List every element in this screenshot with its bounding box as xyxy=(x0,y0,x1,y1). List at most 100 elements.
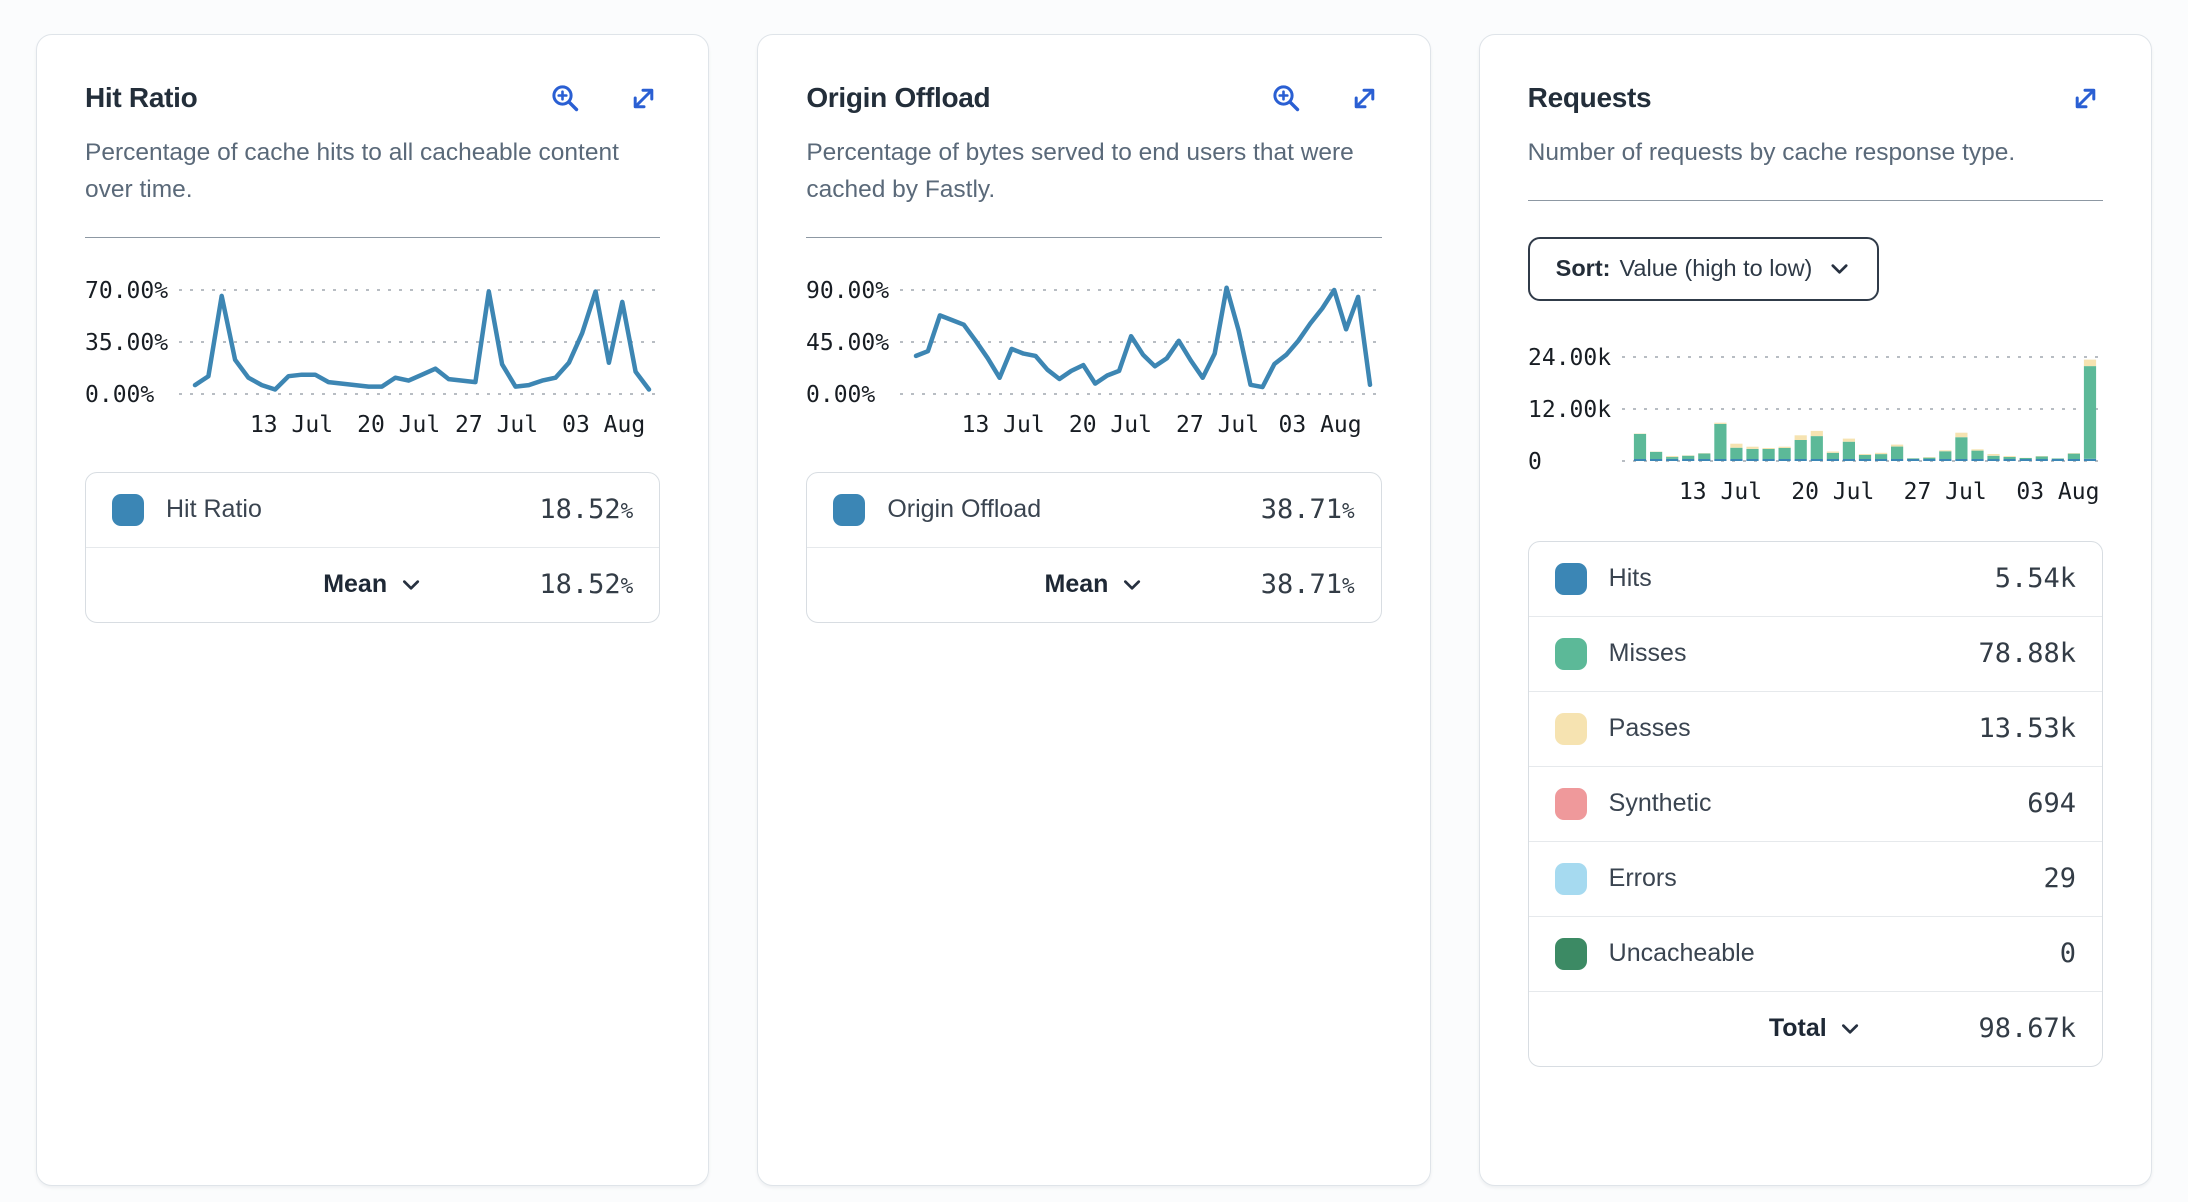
total-row: Total 98.67k xyxy=(1528,990,2102,1066)
series-value: 694 xyxy=(2027,788,2076,820)
page-title: Hit Ratio xyxy=(85,82,198,113)
legend: Origin Offload 38.71% Mean 38.71% xyxy=(806,471,1382,623)
hit-ratio-chart[interactable]: 70.00% 35.00% 0.00% 13 Jul 20 Jul 27 Jul 03 Au… xyxy=(85,266,659,444)
legend-row-uncacheable[interactable]: Uncacheable 0 xyxy=(1528,915,2102,991)
series-label: Hit Ratio xyxy=(166,495,262,523)
legend: Hits 5.54k Misses 78.88k Passes 13.53k Synthet… xyxy=(1527,540,2103,1067)
series-label: Errors xyxy=(1608,864,1677,893)
series-value: 13.53k xyxy=(1978,713,2076,745)
card-description: Percentage of cache hits to all cacheabl… xyxy=(85,139,619,203)
page-title: Requests xyxy=(1527,82,1652,113)
legend-row-hit-ratio[interactable]: Hit Ratio 18.52% xyxy=(86,473,659,547)
mean-value: 18.52% xyxy=(539,569,634,600)
card-header: Hit Ratio xyxy=(85,81,660,115)
series-swatch xyxy=(1554,712,1587,745)
svg-text:03 Aug: 03 Aug xyxy=(1279,412,1362,438)
card-header: Origin Offload xyxy=(806,81,1381,115)
svg-text:45.00%: 45.00% xyxy=(806,330,889,356)
zoom-in-button[interactable] xyxy=(548,81,582,115)
legend-row-hits[interactable]: Hits 5.54k xyxy=(1529,542,2102,616)
card-description: Number of requests by cache response typ… xyxy=(1527,139,2016,166)
series-label: Misses xyxy=(1608,639,1687,668)
svg-text:27 Jul: 27 Jul xyxy=(1903,479,1986,505)
mean-selector[interactable]: Mean xyxy=(1045,570,1144,599)
svg-text:13 Jul: 13 Jul xyxy=(1679,479,1762,505)
chevron-down-icon xyxy=(1831,264,1848,274)
svg-text:20 Jul: 20 Jul xyxy=(357,412,440,438)
expand-button[interactable] xyxy=(2069,81,2103,115)
requests-chart[interactable]: 24.00k 12.00k 0 13 Jul 20 Jul 27 Jul 03 Aug xyxy=(1528,333,2102,511)
svg-text:13 Jul: 13 Jul xyxy=(250,412,333,438)
svg-text:0: 0 xyxy=(1528,449,1542,475)
chevron-down-icon xyxy=(1123,580,1140,590)
divider xyxy=(85,236,661,238)
mean-selector[interactable]: Mean xyxy=(323,570,422,599)
series-swatch xyxy=(1554,937,1587,970)
series-value: 5.54k xyxy=(1994,563,2076,595)
expand-button[interactable] xyxy=(626,81,660,115)
magnifier-plus-icon xyxy=(1273,84,1300,111)
series-swatch xyxy=(833,493,866,526)
divider xyxy=(1527,199,2103,201)
legend-row-errors[interactable]: Errors 29 xyxy=(1528,840,2102,916)
expand-icon xyxy=(1354,88,1375,108)
series-label: Uncacheable xyxy=(1608,939,1755,968)
expand-icon xyxy=(633,88,654,108)
total-value: 98.67k xyxy=(1978,1013,2076,1045)
card-actions xyxy=(548,81,660,115)
series-swatch xyxy=(1554,562,1587,595)
card-actions xyxy=(1270,81,1382,115)
svg-text:03 Aug: 03 Aug xyxy=(562,412,645,438)
summary-row: Mean 18.52% xyxy=(86,546,660,622)
mean-label: Mean xyxy=(323,570,388,598)
page-title: Origin Offload xyxy=(806,82,991,113)
svg-text:03 Aug: 03 Aug xyxy=(2016,479,2099,505)
svg-text:13 Jul: 13 Jul xyxy=(962,412,1045,438)
total-label: Total xyxy=(1768,1014,1827,1043)
series-swatch xyxy=(1554,787,1587,820)
series-swatch xyxy=(1554,637,1587,670)
svg-text:20 Jul: 20 Jul xyxy=(1791,479,1874,505)
hit-ratio-card: Hit Ratio Percentage of cache hits to al… xyxy=(36,34,710,1186)
series-value: 38.71% xyxy=(1260,494,1355,525)
svg-text:27 Jul: 27 Jul xyxy=(1176,412,1259,438)
svg-text:90.00%: 90.00% xyxy=(806,278,889,304)
svg-text:0.00%: 0.00% xyxy=(85,382,154,408)
svg-text:35.00%: 35.00% xyxy=(85,330,168,356)
series-swatch xyxy=(112,493,144,526)
sort-row: Sort: Value (high to low) xyxy=(1527,236,2103,301)
legend: Hit Ratio 18.52% Mean 18.52% xyxy=(85,471,661,623)
series-label: Origin Offload xyxy=(887,495,1042,523)
total-selector[interactable]: Total xyxy=(1769,1014,1862,1043)
requests-legend-body: Hits 5.54k Misses 78.88k Passes 13.53k Synthet… xyxy=(1528,542,2102,991)
sort-label: Sort: xyxy=(1555,255,1611,282)
origin-offload-card: Origin Offload Percentage of bytes serve… xyxy=(757,34,1431,1186)
series-label: Synthetic xyxy=(1608,789,1712,818)
expand-icon xyxy=(2076,88,2096,108)
expand-button[interactable] xyxy=(1348,81,1382,115)
legend-row-misses[interactable]: Misses 78.88k xyxy=(1528,615,2102,691)
mean-label: Mean xyxy=(1044,570,1109,598)
chevron-down-icon xyxy=(1842,1024,1859,1034)
svg-text:27 Jul: 27 Jul xyxy=(455,412,538,438)
series-label: Hits xyxy=(1608,564,1652,593)
legend-row-passes[interactable]: Passes 13.53k xyxy=(1528,690,2102,766)
origin-offload-chart[interactable]: 90.00% 45.00% 0.00% 13 Jul 20 Jul 27 Jul 03 Au… xyxy=(806,266,1380,444)
svg-text:70.00%: 70.00% xyxy=(85,278,168,304)
chevron-down-icon xyxy=(402,580,419,590)
summary-row: Mean 38.71% xyxy=(807,546,1381,622)
series-label: Passes xyxy=(1608,714,1691,743)
requests-card: Requests Number of requests by cache res… xyxy=(1478,34,2152,1186)
svg-text:24.00k: 24.00k xyxy=(1528,345,1611,371)
magnifier-plus-icon xyxy=(552,84,579,111)
legend-row-origin-offload[interactable]: Origin Offload 38.71% xyxy=(807,473,1380,547)
svg-text:0.00%: 0.00% xyxy=(806,382,875,408)
series-value: 78.88k xyxy=(1978,638,2076,670)
card-description: Percentage of bytes served to end users … xyxy=(806,139,1354,203)
sort-dropdown[interactable]: Sort: Value (high to low) xyxy=(1527,236,1880,301)
divider xyxy=(806,236,1382,238)
card-header: Requests xyxy=(1528,81,2103,115)
series-value: 0 xyxy=(2059,938,2076,970)
zoom-in-button[interactable] xyxy=(1270,81,1304,115)
legend-row-synthetic[interactable]: Synthetic 694 xyxy=(1528,765,2102,841)
